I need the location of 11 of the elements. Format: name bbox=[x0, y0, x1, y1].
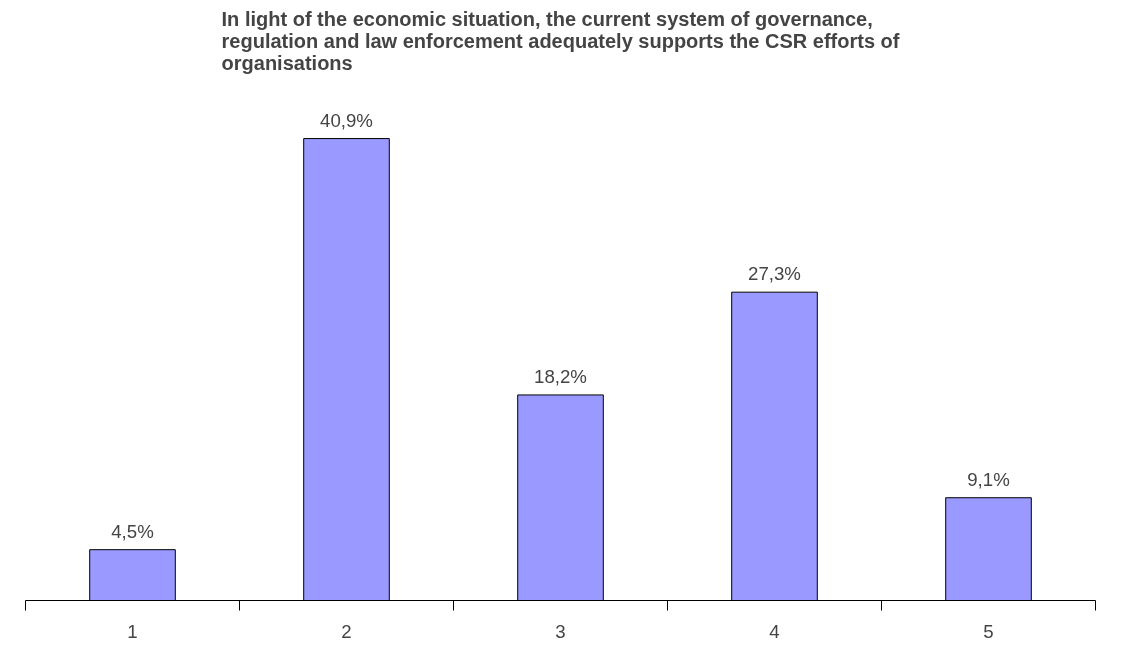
data-label: 9,1% bbox=[967, 468, 1010, 490]
x-tick-label: 5 bbox=[983, 620, 994, 642]
x-tick-label: 1 bbox=[127, 620, 138, 642]
data-label: 27,3% bbox=[748, 263, 801, 285]
chart-title: In light of the economic situation, the current system of governance, regulation and law enforcement adequately supports the CSR efforts of organisations bbox=[221, 7, 900, 74]
x-tick-label: 3 bbox=[555, 620, 566, 642]
data-label: 18,2% bbox=[534, 365, 587, 387]
data-label: 4,5% bbox=[111, 520, 154, 542]
data-label: 40,9% bbox=[320, 109, 373, 131]
x-tick-label: 4 bbox=[769, 620, 780, 642]
x-tick-label: 2 bbox=[341, 620, 352, 642]
